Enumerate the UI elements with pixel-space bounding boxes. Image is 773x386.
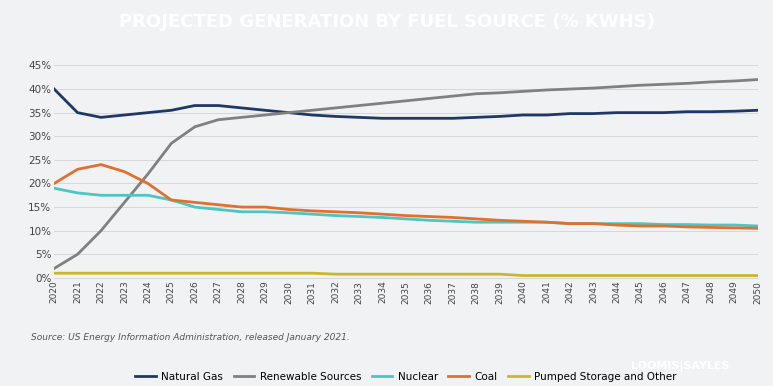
Text: LOOMIS|SAYLES: LOOMIS|SAYLES	[631, 361, 730, 372]
Text: Source: US Energy Information Administration, released January 2021.: Source: US Energy Information Administra…	[31, 334, 349, 342]
Text: PROJECTED GENERATION BY FUEL SOURCE (% KWHS): PROJECTED GENERATION BY FUEL SOURCE (% K…	[118, 13, 655, 31]
Legend: Natural Gas, Renewable Sources, Nuclear, Coal, Pumped Storage and Other: Natural Gas, Renewable Sources, Nuclear,…	[131, 367, 680, 386]
